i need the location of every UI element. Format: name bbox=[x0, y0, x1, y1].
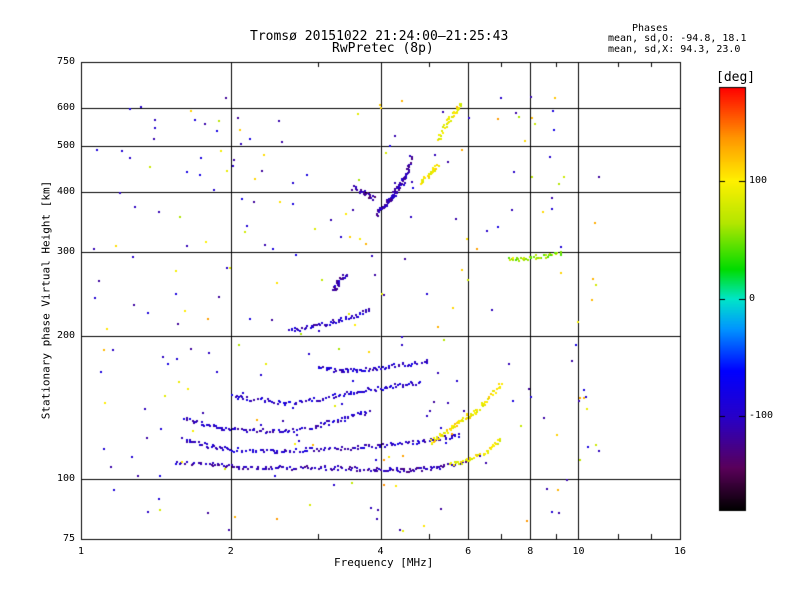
x-tick-label: 4 bbox=[377, 546, 384, 557]
phases-o-stats: mean, sd,O: -94.8, 18.1 bbox=[608, 33, 747, 44]
plot-title: Tromsø 20151022 21:24:00–21:25:43 bbox=[250, 29, 509, 44]
colorbar-tick-label: 100 bbox=[749, 175, 768, 186]
x-tick-label: 2 bbox=[227, 546, 234, 557]
phases-x-stats: mean, sd,X: 94.3, 23.0 bbox=[608, 44, 741, 55]
y-tick-label: 300 bbox=[57, 245, 76, 257]
x-tick-label: 8 bbox=[527, 546, 534, 557]
x-tick-label: 16 bbox=[674, 546, 687, 557]
y-tick-label: 200 bbox=[57, 329, 76, 341]
x-axis-label: Frequency [MHz] bbox=[334, 556, 434, 569]
plot-subtitle: RwPretec (8p) bbox=[332, 41, 434, 56]
y-tick-label: 750 bbox=[57, 56, 76, 67]
x-tick-label: 1 bbox=[78, 546, 85, 557]
colorbar-unit-label: [deg] bbox=[716, 70, 756, 85]
x-tick-label: 6 bbox=[465, 546, 472, 557]
y-tick-label: 500 bbox=[57, 139, 76, 151]
y-tick-label: 75 bbox=[63, 533, 76, 544]
y-tick-label: 600 bbox=[57, 102, 76, 114]
y-tick-label: 100 bbox=[57, 473, 76, 485]
phases-title: Phases bbox=[632, 23, 669, 34]
y-tick-label: 400 bbox=[57, 186, 76, 198]
x-tick-label: 10 bbox=[572, 546, 585, 557]
colorbar-tick-label: -100 bbox=[749, 410, 774, 421]
y-axis-label: Stationary phase Virtual Height [km] bbox=[39, 180, 53, 420]
colorbar-tick-label: 0 bbox=[749, 292, 756, 304]
